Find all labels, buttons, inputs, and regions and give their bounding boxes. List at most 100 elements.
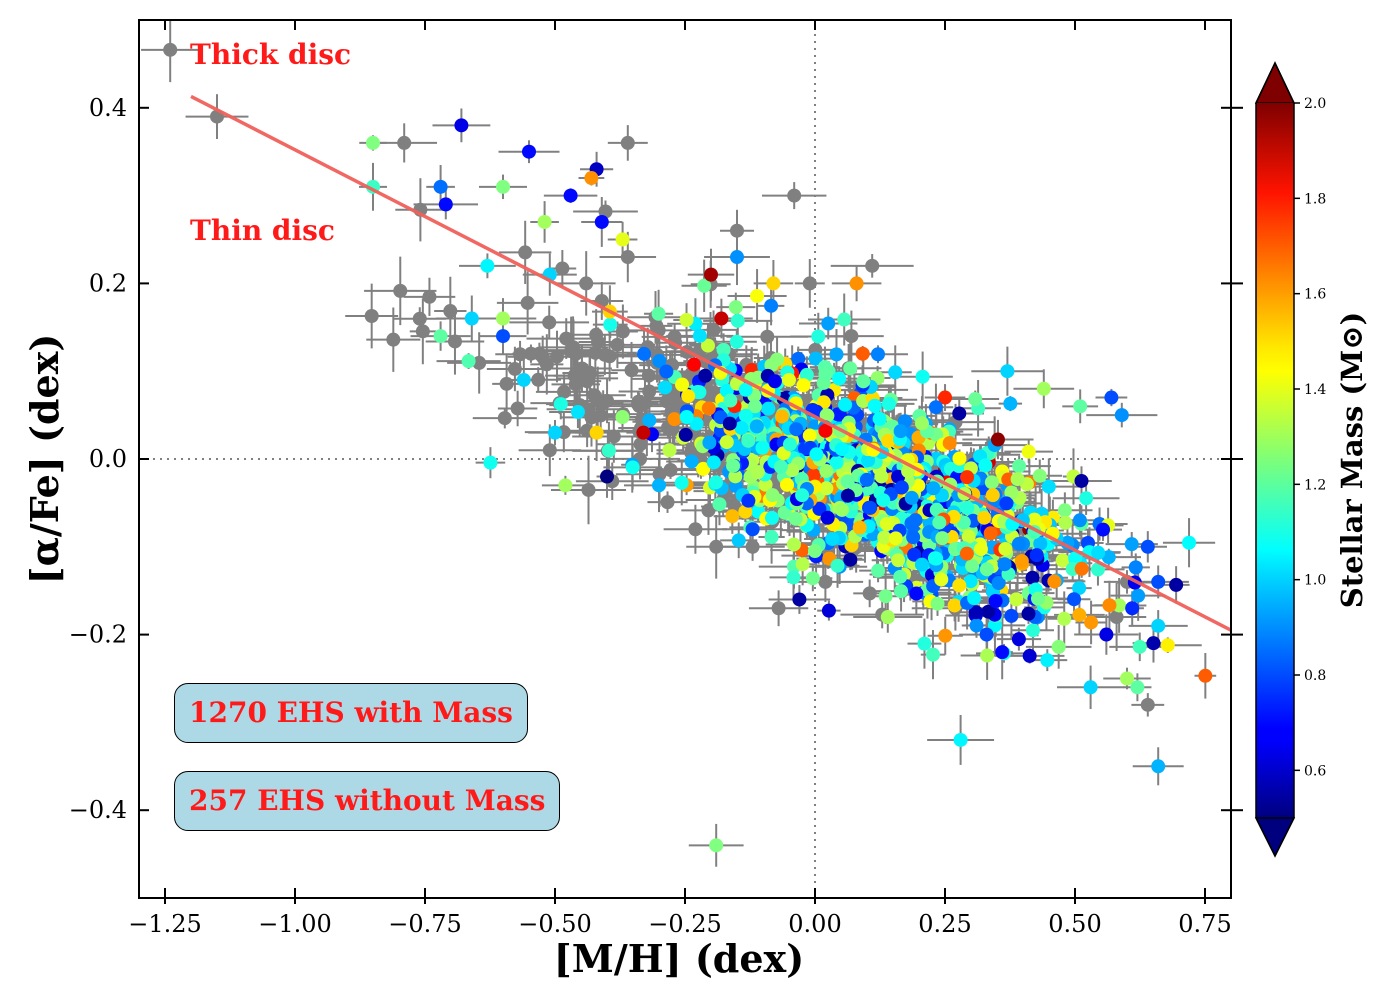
star-with-mass — [1051, 639, 1066, 654]
star-with-mass — [932, 515, 947, 530]
star-without-mass — [535, 349, 550, 364]
star-without-mass — [499, 376, 514, 391]
star-with-mass — [1096, 522, 1111, 537]
star-with-mass — [796, 378, 811, 393]
star-with-mass — [1068, 551, 1083, 566]
thick-disc-label: Thick disc — [190, 38, 351, 71]
count-with-mass-box: 1270 EHS with Mass — [174, 683, 528, 743]
star-with-mass — [947, 598, 962, 613]
star-with-mass — [483, 455, 498, 470]
star-with-mass — [806, 468, 821, 483]
star-with-mass — [785, 463, 800, 478]
x-axis-ticks: −1.25 −1.00 −0.75 −0.50 −0.25 0.00 0.25 0.50 0.7… — [128, 20, 1232, 938]
star-without-mass — [579, 374, 594, 389]
star-with-mass — [907, 547, 922, 562]
star-without-mass — [559, 331, 574, 346]
star-with-mass — [700, 338, 715, 353]
star-with-mass — [1004, 485, 1019, 500]
star-without-mass — [507, 361, 522, 376]
star-with-mass — [852, 520, 867, 535]
star-with-mass — [960, 501, 975, 516]
star-with-mass — [1014, 554, 1029, 569]
colorbar-outline — [1255, 61, 1295, 858]
star-with-mass — [548, 425, 562, 440]
star-with-mass — [764, 358, 779, 373]
star-with-mass — [1130, 680, 1145, 695]
star-with-mass — [849, 276, 864, 291]
star-with-mass — [777, 505, 792, 520]
star-with-mass — [1021, 606, 1036, 621]
star-without-mass — [633, 437, 648, 452]
star-with-mass — [977, 510, 992, 525]
thin-disc-label: Thin disc — [190, 214, 335, 247]
star-with-mass — [952, 406, 967, 421]
star-without-mass — [590, 393, 605, 408]
star-without-mass — [602, 349, 617, 364]
star-with-mass — [867, 398, 882, 413]
star-with-mass — [837, 312, 852, 327]
star-with-mass — [738, 408, 753, 423]
star-with-mass — [584, 171, 599, 186]
star-with-mass — [782, 372, 796, 387]
star-with-mass — [878, 589, 893, 604]
star-with-mass — [934, 572, 949, 587]
star-with-mass — [829, 347, 844, 362]
star-with-mass — [537, 214, 552, 229]
star-with-mass — [1084, 615, 1099, 630]
star-with-mass — [658, 380, 673, 395]
star-without-mass — [584, 410, 599, 425]
colorbar-tick-label: 1.0 — [1304, 573, 1326, 589]
star-with-mass — [1004, 608, 1019, 623]
star-with-mass — [838, 397, 853, 412]
star-with-mass — [829, 455, 844, 470]
star-with-mass — [729, 334, 744, 349]
colorbar-tick-label: 1.6 — [1304, 287, 1326, 303]
star-without-mass — [1140, 697, 1155, 712]
star-with-mass — [835, 502, 850, 517]
star-with-mass — [652, 353, 667, 368]
star-with-mass — [1151, 759, 1166, 774]
star-with-mass — [1146, 636, 1161, 651]
star-with-mass — [1140, 539, 1155, 554]
star-with-mass — [1073, 399, 1088, 414]
star-with-mass — [719, 435, 734, 450]
colorbar-tick-label: 2.0 — [1304, 96, 1326, 112]
star-without-mass — [610, 337, 625, 352]
star-with-mass — [830, 558, 845, 573]
star-without-mass — [615, 324, 630, 339]
colorbar-tick-label: 1.4 — [1304, 382, 1326, 398]
star-with-mass — [1055, 553, 1070, 568]
star-with-mass — [615, 232, 630, 247]
colorbar-extend-top — [1254, 61, 1296, 104]
star-with-mass — [870, 347, 885, 362]
star-with-mass — [454, 118, 469, 133]
star-with-mass — [832, 371, 847, 386]
star-with-mass — [1033, 536, 1048, 551]
star-with-mass — [1104, 390, 1119, 405]
colorbar-gradient — [1256, 103, 1294, 818]
star-without-mass — [393, 283, 408, 298]
star-with-mass — [625, 460, 640, 475]
y-tick-label: −0.4 — [69, 796, 127, 824]
star-with-mass — [834, 442, 849, 457]
star-with-mass — [714, 311, 729, 326]
x-tick-label: 0.00 — [788, 910, 841, 938]
star-without-mass — [443, 304, 458, 319]
star-with-mass — [1102, 598, 1117, 613]
star-with-mass — [967, 591, 982, 606]
star-with-mass — [981, 604, 996, 619]
star-without-mass — [581, 482, 596, 497]
star-with-mass — [1010, 472, 1025, 487]
x-tick-label: 0.50 — [1048, 910, 1101, 938]
star-with-mass — [1120, 671, 1134, 686]
star-without-mass — [564, 344, 579, 359]
star-with-mass — [702, 435, 717, 450]
star-without-mass — [1109, 610, 1124, 625]
star-without-mass — [523, 346, 538, 361]
star-with-mass — [1041, 479, 1056, 494]
star-with-mass — [594, 214, 609, 229]
star-with-mass — [1011, 632, 1026, 647]
star-with-mass — [765, 488, 780, 503]
star-with-mass — [819, 481, 834, 496]
star-with-mass — [859, 472, 874, 487]
